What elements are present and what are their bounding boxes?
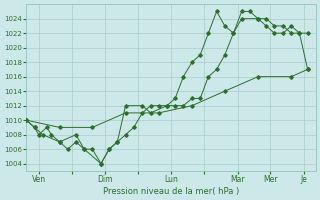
X-axis label: Pression niveau de la mer( hPa ): Pression niveau de la mer( hPa ) bbox=[103, 187, 239, 196]
